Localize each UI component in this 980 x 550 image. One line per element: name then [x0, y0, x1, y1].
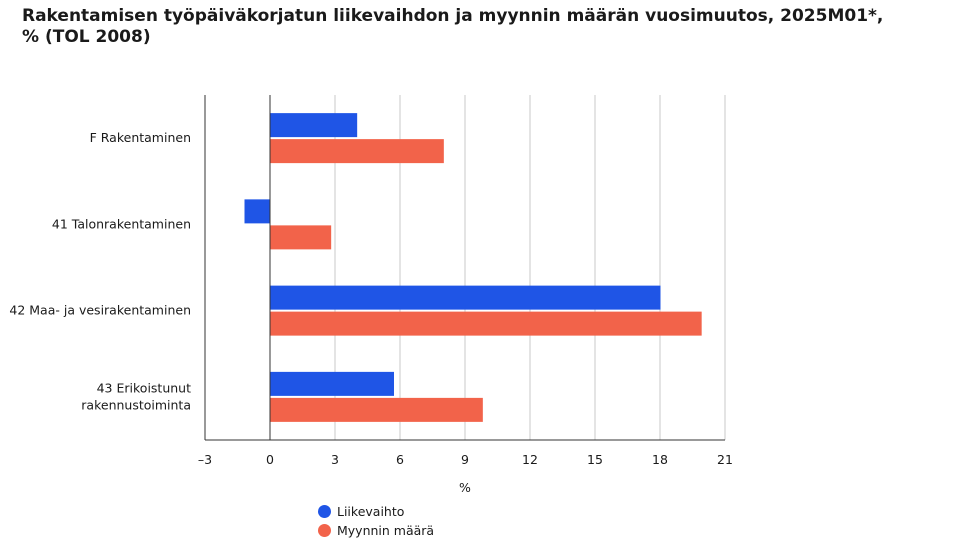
legend-item-liikevaihto: Liikevaihto	[318, 502, 434, 521]
chart-title: Rakentamisen työpäiväkorjatun liikevaihd…	[22, 6, 884, 47]
legend-swatch-liikevaihto	[318, 505, 331, 518]
legend: Liikevaihto Myynnin määrä	[318, 502, 434, 540]
category-labels: F Rakentaminen 41 Talonrakentaminen 42 Maa…	[9, 130, 191, 412]
x-tick-label-7: 18	[652, 452, 668, 467]
legend-label-liikevaihto: Liikevaihto	[337, 504, 405, 519]
bar-3-1	[270, 397, 483, 422]
x-tick-labels: –3 0 3 6 9 12 15 18 21	[198, 452, 733, 467]
bar-2-0	[270, 285, 661, 310]
bar-3-0	[270, 371, 394, 396]
x-tick-label-0: –3	[198, 452, 212, 467]
x-tick-label-5: 12	[522, 452, 538, 467]
x-tick-label-3: 6	[396, 452, 404, 467]
category-label-2: 42 Maa- ja vesirakentaminen	[9, 303, 191, 318]
bar-1-1	[270, 225, 332, 250]
bar-0-0	[270, 113, 358, 138]
bar-0-1	[270, 139, 444, 164]
category-label-3: 43 Erikoistunut rakennustoiminta	[81, 380, 191, 412]
category-label-0: F Rakentaminen	[90, 130, 191, 145]
x-tick-label-1: 0	[266, 452, 274, 467]
bar-2-1	[270, 311, 702, 336]
bars	[244, 113, 702, 422]
x-tick-label-2: 3	[331, 452, 339, 467]
legend-item-myynnin-maara: Myynnin määrä	[318, 521, 434, 540]
x-tick-label-6: 15	[587, 452, 603, 467]
x-tick-label-8: 21	[717, 452, 733, 467]
x-tick-label-4: 9	[461, 452, 469, 467]
category-label-1: 41 Talonrakentaminen	[52, 216, 191, 231]
x-axis-label: %	[459, 480, 471, 495]
axes	[204, 95, 725, 441]
legend-label-myynnin-maara: Myynnin määrä	[337, 523, 435, 538]
legend-swatch-myynnin-maara	[318, 524, 331, 537]
bar-1-0	[244, 199, 271, 224]
